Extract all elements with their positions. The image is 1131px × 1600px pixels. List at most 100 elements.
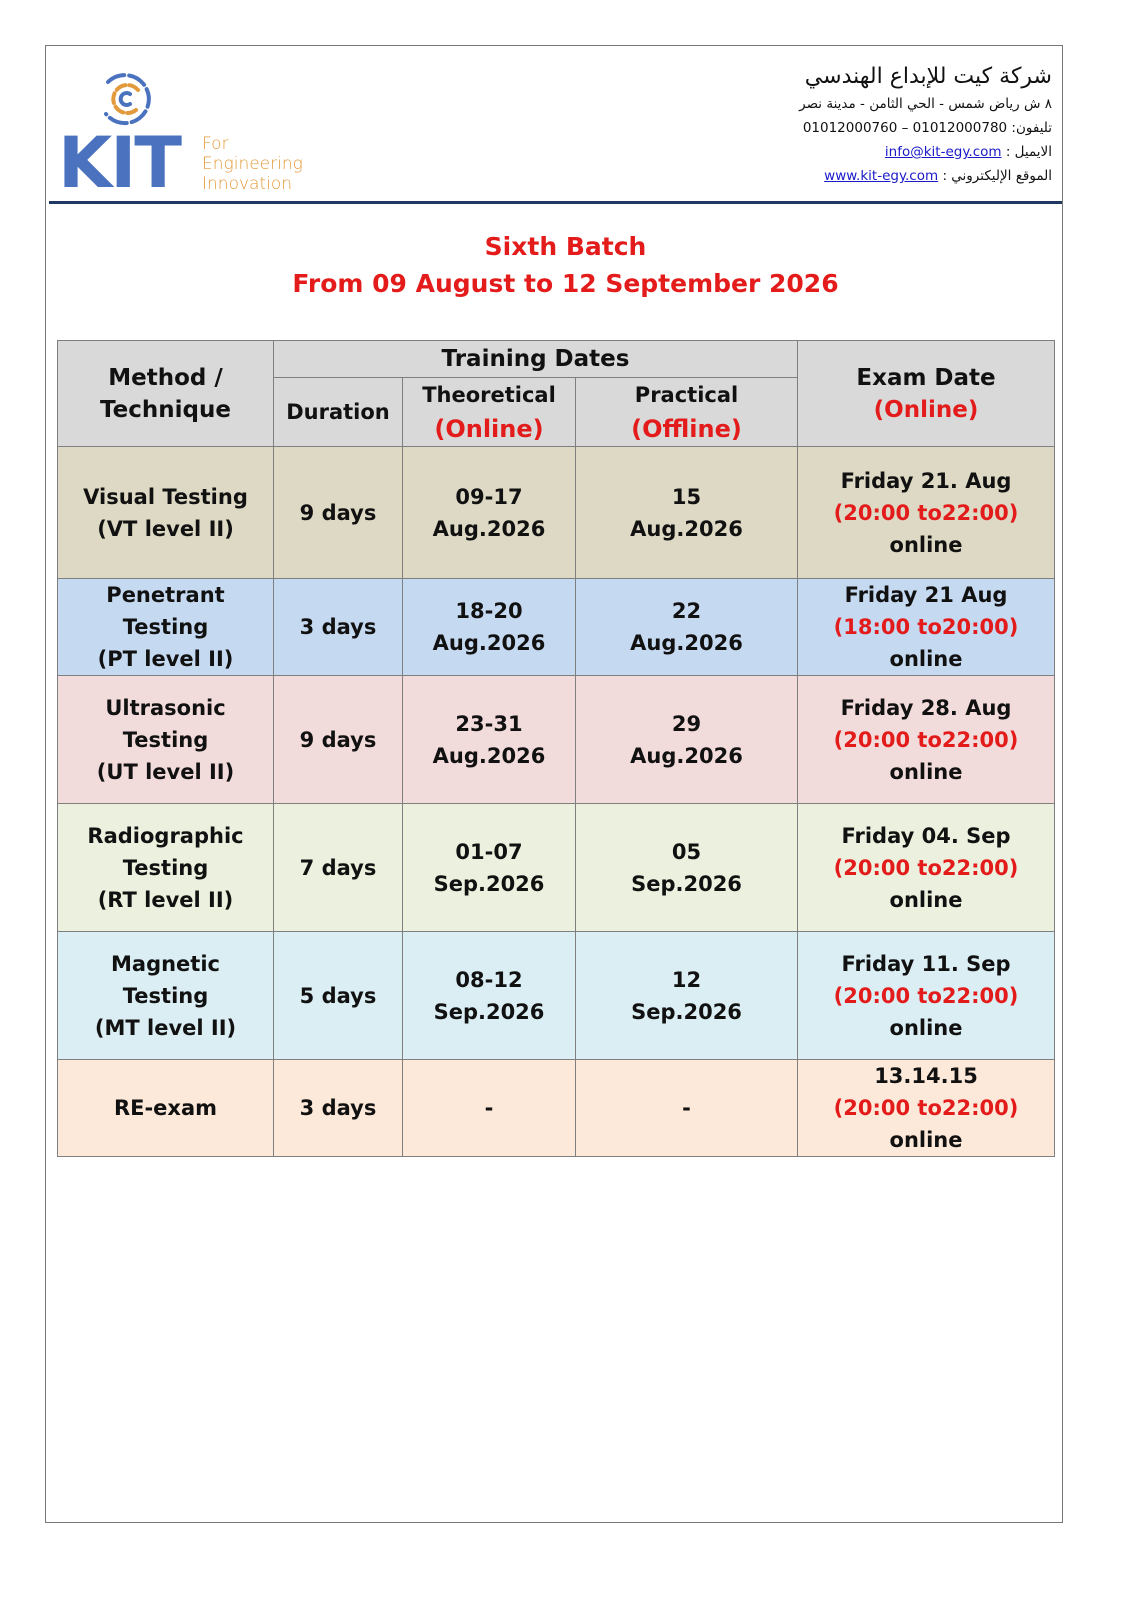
practical-cell: 22 Aug.2026 [574, 578, 799, 676]
duration-cell: 3 days [273, 578, 403, 676]
company-phone: تليفون: 01012000760 – 01012000780 [799, 116, 1052, 140]
theoretical-cell-line: Aug.2026 [432, 516, 546, 541]
practical-cell-line: Aug.2026 [630, 743, 743, 768]
exam-date-cell-line: online [889, 532, 963, 557]
theoretical-cell-line: Aug.2026 [432, 631, 546, 655]
logo-brand: KIT [58, 122, 182, 204]
method-cell-line: Visual Testing [83, 484, 248, 509]
schedule-table: Method / Technique Training Dates Exam Da… [57, 340, 1056, 1157]
method-cell-line: (VT level II) [97, 516, 234, 541]
header-duration: Duration [273, 377, 403, 447]
method-cell-line: Radiographic [87, 823, 244, 848]
method-cell-line: (MT level II) [94, 1015, 237, 1040]
exam-date-cell-line: Friday 04. Sep [841, 823, 1011, 848]
exam-date-cell-line: (20:00 to22:00) [833, 983, 1019, 1008]
phone-label: تليفون: [1011, 120, 1052, 136]
practical-cell-line: Aug.2026 [630, 516, 743, 541]
practical-cell-line: 29 [671, 711, 702, 736]
kit-logo: KIT For Engineering Innovation [58, 68, 338, 198]
header-training-dates: Training Dates [272, 340, 799, 378]
method-cell-line: Testing [122, 615, 209, 639]
company-info: شركة كيت للإبداع الهندسي ٨ ش رياض شمس - … [799, 62, 1052, 188]
exam-date-cell: Friday 28. Aug (20:00 to22:00) online [797, 675, 1056, 804]
company-email: الايميل : info@kit-egy.com [799, 140, 1052, 164]
exam-date-cell-line: (20:00 to22:00) [833, 500, 1019, 525]
table-row: Penetrant Testing (PT level II) 3 days 18-20… [57, 578, 1056, 676]
email-label: الايميل : [1005, 144, 1052, 160]
exam-date-cell-line: (18:00 to20:00) [833, 615, 1019, 639]
theoretical-cell: 18-20 Aug.2026 [402, 578, 576, 676]
table-row: Radiographic Testing (RT level II) 7 days 01… [57, 803, 1056, 932]
header-method: Method / Technique [57, 340, 274, 447]
exam-date-cell-line: online [889, 1015, 963, 1040]
tagline-line: For [202, 134, 229, 154]
exam-date-cell: Friday 21. Aug (20:00 to22:00) online [797, 446, 1056, 579]
exam-date-cell-line: Friday 28. Aug [840, 695, 1012, 720]
email-link[interactable]: info@kit-egy.com [884, 144, 1002, 160]
exam-date-cell-line: Friday 21 Aug [844, 583, 1008, 607]
method-cell: Ultrasonic Testing (UT level II) [57, 675, 274, 804]
method-cell-line: (RT level II) [97, 887, 234, 912]
duration-cell: 5 days [273, 931, 403, 1060]
website-label: الموقع الإليكتروني : [942, 168, 1052, 184]
method-cell-line: Testing [122, 983, 209, 1008]
company-address: ٨ ش رياض شمس - الحي الثامن - مدينة نصر [799, 96, 1052, 112]
theoretical-cell-line: 01-07 [455, 839, 523, 864]
exam-date-cell: Friday 21 Aug (18:00 to20:00) online [797, 578, 1056, 676]
exam-date-cell-line: online [889, 1128, 963, 1152]
method-cell: Magnetic Testing (MT level II) [57, 931, 274, 1060]
table-row: Visual Testing (VT level II) 9 days 09-17 Au… [57, 446, 1056, 579]
tagline-line: Innovation [202, 174, 293, 194]
tagline-line: Engineering [202, 154, 303, 174]
method-cell: RE-exam [57, 1059, 274, 1157]
exam-date-cell-line: (20:00 to22:00) [833, 727, 1019, 752]
exam-date-cell: Friday 04. Sep (20:00 to22:00) online [797, 803, 1056, 932]
theoretical-cell: 08-12 Sep.2026 [402, 931, 576, 1060]
header-practical: Practical (Offline) [574, 377, 799, 447]
header-theoretical: Theoretical (Online) [402, 377, 576, 447]
practical-cell-line: 05 [671, 839, 702, 864]
method-cell-line: (UT level II) [96, 759, 235, 784]
batch-dates: From 09 August to 12 September 2026 [292, 269, 839, 298]
company-name: شركة كيت للإبداع الهندسي [804, 64, 1052, 89]
practical-cell-line: - [682, 1096, 691, 1120]
theoretical-cell: 01-07 Sep.2026 [402, 803, 576, 932]
method-cell-line: Testing [122, 855, 209, 880]
theoretical-cell-line: - [484, 1096, 494, 1120]
kit-swirl-icon [104, 73, 151, 126]
method-cell-line: (PT level II) [97, 647, 234, 671]
theoretical-cell-line: Aug.2026 [432, 743, 546, 768]
exam-date-cell-line: Friday 11. Sep [841, 951, 1011, 976]
method-cell-line: Magnetic [111, 951, 220, 976]
table-row: RE-exam 3 days - - 13.14.15 (20:00 to22:00) on… [57, 1059, 1056, 1157]
method-cell: Visual Testing (VT level II) [57, 446, 274, 579]
method-cell: Penetrant Testing (PT level II) [57, 578, 274, 676]
practical-cell: 12 Sep.2026 [574, 931, 799, 1060]
theoretical-cell-line: 08-12 [455, 967, 523, 992]
header-exam-date: Exam Date (Online) [797, 340, 1056, 447]
exam-date-cell-line: online [889, 647, 963, 671]
practical-cell-line: 12 [671, 967, 702, 992]
duration-cell: 9 days [273, 675, 403, 804]
exam-date-cell-line: (20:00 to22:00) [833, 1096, 1019, 1120]
method-cell: Radiographic Testing (RT level II) [57, 803, 274, 932]
method-cell-line: Penetrant [106, 583, 225, 607]
practical-cell: 29 Aug.2026 [574, 675, 799, 804]
exam-date-cell-line: 13.14.15 [874, 1064, 978, 1088]
website-link[interactable]: www.kit-egy.com [824, 168, 939, 184]
theoretical-cell: 23-31 Aug.2026 [402, 675, 576, 804]
method-cell-line: Testing [122, 727, 209, 752]
company-website: الموقع الإليكتروني : www.kit-egy.com [799, 164, 1052, 188]
exam-date-cell-line: online [889, 887, 963, 912]
practical-cell-line: 22 [671, 599, 702, 623]
practical-cell: - [574, 1059, 799, 1157]
logo-tagline: For Engineering Innovation [202, 134, 303, 194]
exam-date-cell: Friday 11. Sep (20:00 to22:00) online [797, 931, 1056, 1060]
practical-cell: 05 Sep.2026 [574, 803, 799, 932]
theoretical-cell: 09-17 Aug.2026 [402, 446, 576, 579]
method-cell-line: RE-exam [113, 1096, 218, 1120]
exam-date-cell-line: online [889, 759, 963, 784]
theoretical-cell-line: 18-20 [455, 599, 523, 623]
theoretical-cell: - [402, 1059, 576, 1157]
duration-cell: 3 days [273, 1059, 403, 1157]
